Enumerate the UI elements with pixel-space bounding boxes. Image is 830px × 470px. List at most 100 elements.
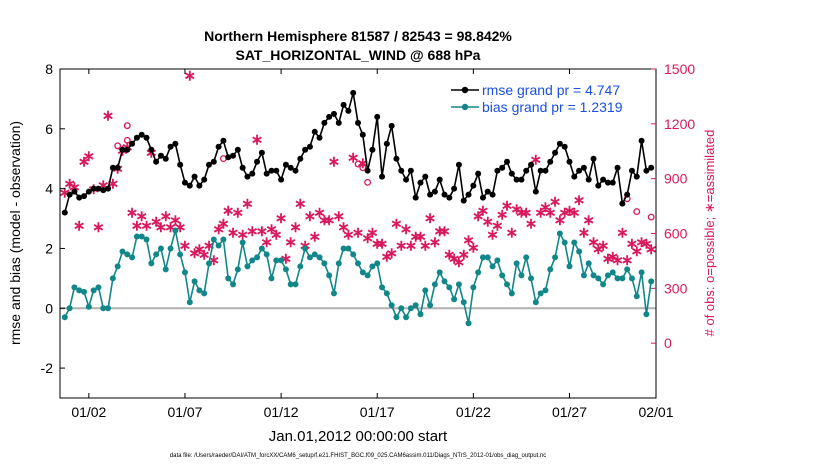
obs-assimilated-point: ∗ xyxy=(222,203,235,220)
rmse-point xyxy=(355,119,361,126)
obs-assimilated-point: ∗ xyxy=(352,225,365,242)
rmse-point xyxy=(479,194,486,201)
y2-tick-label: 0 xyxy=(664,335,672,351)
rmse-point xyxy=(451,185,458,192)
rmse-point xyxy=(633,173,640,180)
obs-assimilated-point: ∗ xyxy=(371,236,384,253)
x-tick-label: 01/02 xyxy=(71,404,106,420)
rmse-point xyxy=(398,167,405,174)
obs-assimilated-point: ∗ xyxy=(251,131,264,148)
obs-assimilated-point: ∗ xyxy=(453,254,466,271)
rmse-point xyxy=(326,113,333,120)
obs-assimilated-point: ∗ xyxy=(390,216,403,233)
obs-assimilated-point: ∗ xyxy=(284,234,297,251)
rmse-point xyxy=(292,167,299,174)
x-tick-label: 01/07 xyxy=(167,404,202,420)
legend: rmse grand pr = 4.747 bias grand pr = 1.… xyxy=(446,80,648,116)
obs-assimilated-point: ∗ xyxy=(457,247,470,264)
rmse-point xyxy=(412,194,419,201)
obs-assimilated-point: ∗ xyxy=(558,205,571,222)
rmse-point xyxy=(162,155,169,162)
bias-point xyxy=(66,305,73,312)
rmse-point xyxy=(542,167,549,174)
rmse-point xyxy=(148,146,155,153)
bias-point xyxy=(311,251,318,258)
rmse-point xyxy=(321,119,328,126)
obs-assimilated-point: ∗ xyxy=(409,228,422,245)
rmse-point xyxy=(201,176,208,183)
obs-assimilated-point: ∗ xyxy=(592,241,605,258)
rmse-point xyxy=(81,193,88,200)
x-axis: 01/02 01/07 01/12 01/17 01/22 01/27 02/01 xyxy=(71,69,674,420)
bias-point xyxy=(239,239,246,246)
bias-point xyxy=(157,245,164,252)
obs-assimilated-point: ∗ xyxy=(318,212,331,229)
rmse-point xyxy=(455,161,462,168)
obs-possible-point xyxy=(354,160,362,168)
bias-point xyxy=(210,236,217,243)
obs-assimilated-point: ∗ xyxy=(491,217,504,234)
rmse-point xyxy=(95,185,102,192)
bias-point xyxy=(287,281,294,288)
rmse-point xyxy=(422,173,429,180)
obs-assimilated-point: ∗ xyxy=(179,237,192,254)
obs-assimilated-point: ∗ xyxy=(294,195,307,212)
rmse-point xyxy=(138,131,145,138)
bias-point xyxy=(186,299,193,306)
rmse-point xyxy=(114,164,121,171)
rmse-point xyxy=(446,194,453,201)
bias-point xyxy=(172,227,179,234)
obs-assimilated-point: ∗ xyxy=(640,236,653,253)
obs-assimilated-point: ∗ xyxy=(155,219,168,236)
bias-point xyxy=(297,263,304,270)
bias-point xyxy=(537,290,544,297)
obs-assimilated-point: ∗ xyxy=(606,248,619,265)
bias-point xyxy=(326,272,333,279)
obs-assimilated-point: ∗ xyxy=(328,153,341,170)
bias-point xyxy=(614,275,621,282)
x-tick-label: 02/01 xyxy=(638,404,673,420)
rmse-point xyxy=(273,167,280,174)
obs-assimilated-point: ∗ xyxy=(256,223,269,240)
rmse-point xyxy=(220,137,227,144)
bias-point xyxy=(446,284,453,291)
y-axis-left: -2 0 2 4 6 8 xyxy=(41,61,65,376)
rmse-point xyxy=(129,140,136,147)
obs-possible-point xyxy=(647,213,655,221)
obs-assimilated-point: ∗ xyxy=(578,225,591,242)
bias-point xyxy=(85,303,92,310)
bias-point xyxy=(436,269,443,276)
obs-assimilated-point: ∗ xyxy=(395,237,408,254)
obs-assimilated-point: ∗ xyxy=(481,214,494,231)
bias-point xyxy=(201,290,208,297)
rmse-point xyxy=(172,140,179,147)
bias-point xyxy=(504,281,510,288)
bias-point xyxy=(230,281,237,288)
rmse-point xyxy=(287,164,294,171)
obs-assimilated-point: ∗ xyxy=(83,148,96,165)
rmse-point xyxy=(379,173,386,180)
x-tick-label: 01/22 xyxy=(456,404,491,420)
obs-assimilated-point: ∗ xyxy=(645,241,658,258)
bias-point xyxy=(350,251,357,258)
chart-title: Northern Hemisphere 81587 / 82543 = 98.8… xyxy=(204,28,512,44)
obs-assimilated-point: ∗ xyxy=(635,234,648,251)
bias-point xyxy=(633,293,640,300)
obs-assimilated-point: ∗ xyxy=(626,236,639,253)
obs-assimilated-point: ∗ xyxy=(544,205,557,222)
obs-assimilated-point: ∗ xyxy=(73,217,86,234)
bias-point xyxy=(90,287,97,294)
bias-point xyxy=(648,278,655,285)
legend-bias-marker xyxy=(461,103,469,111)
rmse-point xyxy=(167,143,174,150)
bias-point xyxy=(479,254,486,261)
obs-assimilated-point: ∗ xyxy=(525,216,538,233)
bias-point xyxy=(470,284,477,291)
obs-assimilated-point: ∗ xyxy=(270,227,283,244)
rmse-point xyxy=(306,143,313,150)
rmse-point xyxy=(619,200,626,207)
bias-point xyxy=(254,254,261,261)
bias-point xyxy=(604,272,611,279)
obs-assimilated-point: ∗ xyxy=(198,247,211,264)
obs-assimilated-point: ∗ xyxy=(602,250,615,267)
